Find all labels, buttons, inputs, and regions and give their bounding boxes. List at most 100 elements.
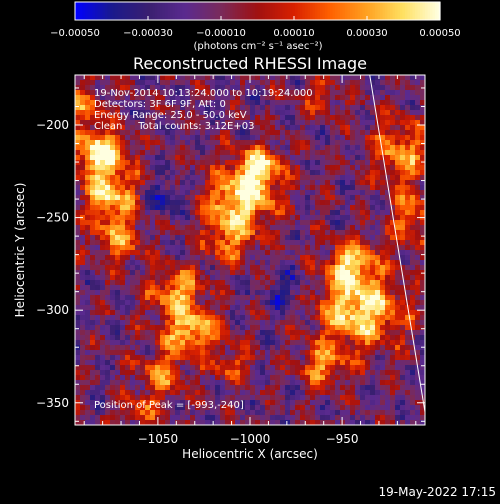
heatmap-cell [380, 220, 385, 225]
heatmap-cell [295, 120, 300, 125]
heatmap-cell [90, 155, 95, 160]
heatmap-cell [190, 140, 195, 145]
heatmap-cell [335, 90, 340, 95]
heatmap-cell [240, 380, 245, 385]
heatmap-cell [340, 260, 345, 265]
heatmap-cell [140, 205, 145, 210]
heatmap-cell [240, 275, 245, 280]
heatmap-cell [320, 395, 325, 400]
heatmap-cell [140, 375, 145, 380]
heatmap-cell [170, 370, 175, 375]
heatmap-cell [155, 200, 160, 205]
heatmap-cell [385, 150, 390, 155]
heatmap-cell [205, 315, 210, 320]
heatmap-cell [235, 330, 240, 335]
heatmap-cell [270, 130, 275, 135]
heatmap-cell [375, 185, 380, 190]
heatmap-cell [100, 235, 105, 240]
heatmap-cell [235, 240, 240, 245]
heatmap-cell [205, 370, 210, 375]
heatmap-cell [160, 190, 165, 195]
heatmap-cell [240, 340, 245, 345]
heatmap-cell [290, 105, 295, 110]
chart-title: Reconstructed RHESSI Image [133, 54, 367, 73]
heatmap-cell [90, 150, 95, 155]
heatmap-cell [270, 380, 275, 385]
heatmap-cell [105, 240, 110, 245]
heatmap-cell [145, 385, 150, 390]
heatmap-cell [285, 275, 290, 280]
heatmap-cell [295, 170, 300, 175]
heatmap-cell [295, 315, 300, 320]
heatmap-cell [80, 260, 85, 265]
heatmap-cell [165, 285, 170, 290]
heatmap-cell [115, 220, 120, 225]
heatmap-cell [235, 165, 240, 170]
heatmap-cell [270, 195, 275, 200]
heatmap-cell [185, 205, 190, 210]
heatmap-cell [385, 335, 390, 340]
heatmap-cell [135, 210, 140, 215]
heatmap-cell [365, 190, 370, 195]
heatmap-cell [320, 300, 325, 305]
heatmap-cell [270, 415, 275, 420]
heatmap-cell [330, 280, 335, 285]
heatmap-cell [400, 370, 405, 375]
heatmap-cell [125, 205, 130, 210]
heatmap-cell [350, 300, 355, 305]
heatmap-cell [405, 170, 410, 175]
heatmap-cell [95, 200, 100, 205]
heatmap-cell [395, 415, 400, 420]
heatmap-cell [125, 320, 130, 325]
heatmap-cell [250, 225, 255, 230]
heatmap-cell [245, 145, 250, 150]
heatmap-cell [125, 315, 130, 320]
heatmap-cell [380, 200, 385, 205]
heatmap-cell [360, 165, 365, 170]
heatmap-cell [85, 325, 90, 330]
heatmap-cell [100, 365, 105, 370]
heatmap-cell [90, 320, 95, 325]
heatmap-cell [325, 75, 330, 80]
heatmap-cell [200, 185, 205, 190]
heatmap-cell [245, 360, 250, 365]
heatmap-cell [200, 215, 205, 220]
heatmap-cell [275, 205, 280, 210]
heatmap-cell [140, 250, 145, 255]
heatmap-cell [295, 230, 300, 235]
heatmap-cell [280, 410, 285, 415]
heatmap-cell [110, 335, 115, 340]
heatmap-cell [275, 400, 280, 405]
heatmap-cell [350, 235, 355, 240]
heatmap-cell [380, 205, 385, 210]
heatmap-cell [260, 320, 265, 325]
heatmap-cell [320, 145, 325, 150]
heatmap-cell [295, 320, 300, 325]
heatmap-cell [175, 260, 180, 265]
heatmap-cell [80, 360, 85, 365]
heatmap-cell [195, 380, 200, 385]
heatmap-cell [225, 80, 230, 85]
heatmap-cell [375, 385, 380, 390]
heatmap-cell [175, 220, 180, 225]
heatmap-cell [415, 125, 420, 130]
heatmap-cell [415, 395, 420, 400]
heatmap-cell [325, 160, 330, 165]
heatmap-cell [160, 355, 165, 360]
heatmap-cell [105, 380, 110, 385]
heatmap-cell [335, 295, 340, 300]
heatmap-cell [370, 385, 375, 390]
heatmap-cell [320, 270, 325, 275]
heatmap-cell [295, 175, 300, 180]
heatmap-cell [395, 125, 400, 130]
heatmap-cell [385, 245, 390, 250]
heatmap-cell [315, 195, 320, 200]
heatmap-cell [210, 255, 215, 260]
heatmap-cell [320, 360, 325, 365]
heatmap-cell [265, 330, 270, 335]
heatmap-cell [245, 245, 250, 250]
heatmap-cell [415, 280, 420, 285]
heatmap-cell [380, 370, 385, 375]
heatmap-cell [340, 355, 345, 360]
heatmap-cell [115, 305, 120, 310]
